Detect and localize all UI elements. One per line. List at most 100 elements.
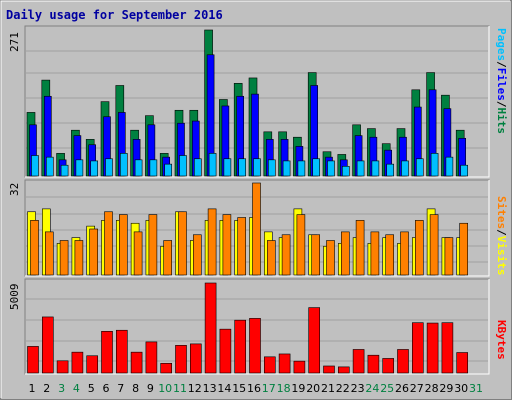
panel-bevel (25, 26, 490, 178)
bar-kbytes (204, 282, 217, 374)
bar-visits (326, 240, 335, 276)
bar-kbytes (71, 351, 84, 374)
bar-pages (149, 159, 158, 177)
bar-visits (266, 240, 276, 276)
bar-kbytes (456, 352, 469, 374)
bar-visits (459, 222, 469, 276)
bar-pages (341, 166, 350, 177)
bar-kbytes (219, 328, 232, 374)
legend-hits: Hits (495, 107, 508, 135)
bar-visits (30, 220, 39, 276)
bar-visits (370, 231, 380, 276)
day-label: 18 (276, 382, 291, 395)
bar-pages (415, 158, 424, 177)
kbytes-legend: KBytes (495, 320, 508, 360)
day-label: 29 (439, 382, 454, 395)
day-label: 9 (146, 382, 154, 395)
legend-pages: Pages (495, 28, 508, 62)
day-label: 17 (261, 382, 276, 395)
bar-visits (355, 220, 365, 276)
hits-legend: Pages/Files/Hits (495, 28, 508, 134)
bar-pages (401, 160, 409, 177)
bar-visits (163, 240, 172, 276)
visits-max-label: 32 (8, 182, 21, 196)
day-label: 5 (87, 382, 95, 395)
day-label: 13 (202, 382, 217, 395)
bar-kbytes (426, 322, 439, 374)
day-label: 24 (365, 382, 380, 395)
bar-kbytes (130, 351, 143, 374)
bar-pages (282, 160, 291, 177)
day-label: 27 (409, 382, 424, 395)
day-label: 12 (187, 382, 202, 395)
bar-pages (327, 160, 335, 177)
chart-title: Daily usage for September 2016 (6, 8, 223, 22)
legend-separator: / (495, 61, 508, 68)
bar-kbytes (86, 355, 98, 374)
bar-visits (385, 234, 395, 276)
bar-kbytes (441, 322, 454, 374)
day-label: 16 (247, 382, 261, 395)
bar-visits (311, 234, 321, 276)
bar-visits (89, 228, 98, 276)
legend-separator: / (495, 100, 508, 108)
bar-kbytes (101, 331, 113, 374)
bar-kbytes (249, 318, 261, 374)
bar-visits (119, 214, 128, 276)
bar-pages (90, 160, 98, 177)
legend-files: Files (495, 67, 508, 101)
bar-pages (223, 158, 232, 177)
bar-visits (444, 237, 454, 276)
bar-kbytes (337, 366, 350, 374)
bar-pages (134, 159, 143, 177)
bar-visits (148, 214, 158, 276)
bar-pages (460, 164, 469, 177)
bar-kbytes (263, 356, 276, 374)
day-label: 22 (335, 382, 350, 395)
bar-kbytes (382, 358, 395, 374)
day-label: 25 (380, 382, 395, 395)
day-label: 1 (28, 382, 36, 395)
legend-sites: Sites (495, 196, 508, 230)
hits-max-label: 271 (8, 32, 21, 52)
bar-kbytes (190, 343, 202, 374)
day-label: 21 (321, 382, 335, 395)
panel-bevel (25, 180, 490, 277)
day-label: 14 (217, 382, 232, 395)
bar-pages (297, 160, 306, 177)
bar-kbytes (323, 365, 335, 374)
bar-pages (120, 153, 128, 177)
day-label: 26 (395, 382, 409, 395)
day-label: 10 (158, 382, 173, 395)
day-label: 30 (454, 382, 469, 395)
kbytes-max-label: 5009 (8, 283, 21, 311)
bar-kbytes (145, 341, 158, 374)
bar-visits (193, 234, 202, 276)
bar-visits (44, 231, 54, 276)
day-label: 23 (350, 382, 365, 395)
visits-legend: Sites/Visits (495, 196, 508, 276)
bar-visits (133, 231, 143, 276)
bar-pages (386, 163, 395, 177)
bar-visits (296, 214, 306, 276)
day-label: 19 (291, 382, 306, 395)
bar-pages (371, 160, 380, 177)
bar-kbytes (411, 322, 424, 374)
bar-visits (252, 182, 261, 276)
bar-pages (45, 156, 54, 177)
bar-pages (430, 153, 439, 177)
legend-separator: / (495, 229, 508, 236)
day-label: 6 (102, 382, 110, 395)
bar-pages (60, 164, 69, 177)
bar-pages (208, 153, 217, 177)
day-label: 11 (173, 382, 187, 395)
bar-pages (356, 160, 365, 177)
bar-visits (207, 208, 217, 276)
bar-kbytes (278, 353, 291, 374)
panel-bevel (25, 279, 490, 375)
bar-pages (105, 158, 113, 177)
bar-kbytes (367, 354, 380, 374)
legend-visits: Visits (495, 235, 508, 276)
